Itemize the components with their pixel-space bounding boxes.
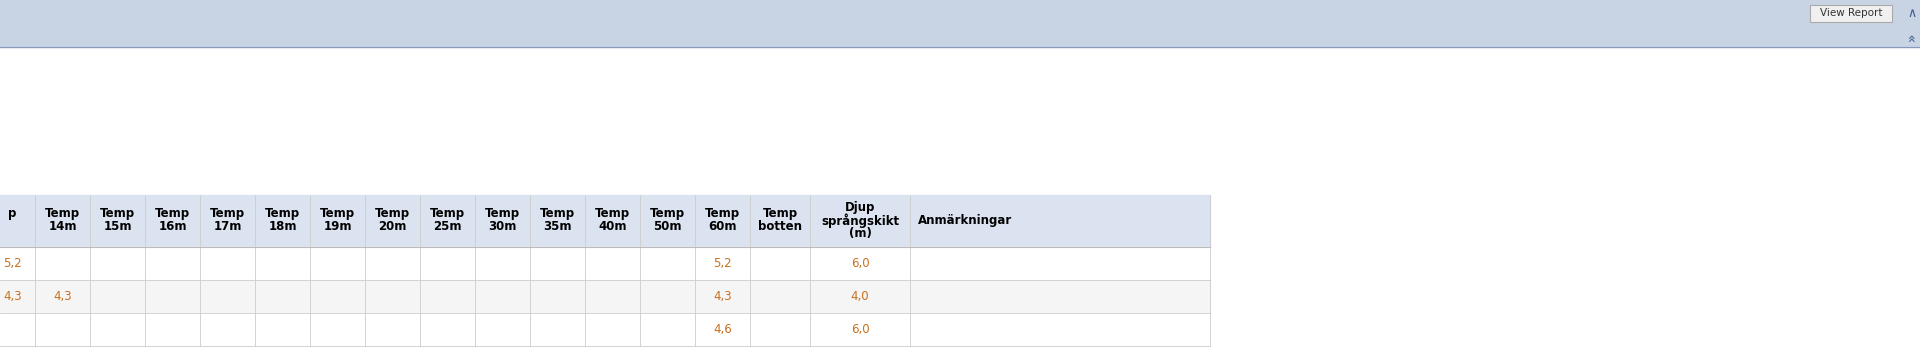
- Bar: [1811, 5, 1891, 22]
- Text: Temp: Temp: [705, 208, 739, 220]
- Text: 50m: 50m: [653, 220, 682, 233]
- Text: 18m: 18m: [269, 220, 298, 233]
- Text: Temp: Temp: [156, 208, 190, 220]
- Text: 5,2: 5,2: [712, 257, 732, 270]
- Text: »: »: [1905, 33, 1918, 41]
- Text: 4,3: 4,3: [712, 290, 732, 303]
- Bar: [0, 313, 1210, 346]
- Text: Anmärkningar: Anmärkningar: [918, 214, 1012, 227]
- Text: 16m: 16m: [157, 220, 186, 233]
- Text: Temp: Temp: [430, 208, 465, 220]
- Bar: [0, 280, 1210, 313]
- Text: (m): (m): [849, 227, 872, 240]
- Text: 4,3: 4,3: [4, 290, 21, 303]
- Text: 17m: 17m: [213, 220, 242, 233]
- Text: p: p: [8, 208, 17, 220]
- Text: Temp: Temp: [44, 208, 81, 220]
- Text: 6,0: 6,0: [851, 323, 870, 336]
- Text: Djup: Djup: [845, 201, 876, 214]
- Text: Temp: Temp: [540, 208, 576, 220]
- Text: Temp: Temp: [374, 208, 411, 220]
- Text: 4,0: 4,0: [851, 290, 870, 303]
- Text: Temp: Temp: [762, 208, 797, 220]
- Text: 35m: 35m: [543, 220, 572, 233]
- Text: 14m: 14m: [48, 220, 77, 233]
- Text: View Report: View Report: [1820, 8, 1882, 19]
- Bar: [0, 247, 1210, 280]
- Bar: [0, 27, 1920, 47]
- Text: 40m: 40m: [599, 220, 626, 233]
- Text: 20m: 20m: [378, 220, 407, 233]
- Text: Temp: Temp: [595, 208, 630, 220]
- Text: Temp: Temp: [209, 208, 246, 220]
- Text: 25m: 25m: [434, 220, 461, 233]
- Text: 6,0: 6,0: [851, 257, 870, 270]
- Text: 19m: 19m: [323, 220, 351, 233]
- Text: Temp: Temp: [486, 208, 520, 220]
- Bar: [0, 195, 1210, 247]
- Text: Temp: Temp: [321, 208, 355, 220]
- Text: Temp: Temp: [265, 208, 300, 220]
- Text: 5,2: 5,2: [4, 257, 21, 270]
- Text: språngskikt: språngskikt: [822, 213, 899, 228]
- Text: 4,3: 4,3: [54, 290, 71, 303]
- Text: Temp: Temp: [100, 208, 134, 220]
- Text: 30m: 30m: [488, 220, 516, 233]
- Text: botten: botten: [758, 220, 803, 233]
- Text: 60m: 60m: [708, 220, 737, 233]
- Text: ∧: ∧: [1907, 7, 1916, 20]
- Text: Temp: Temp: [651, 208, 685, 220]
- Text: 4,6: 4,6: [712, 323, 732, 336]
- Bar: [0, 0, 1920, 27]
- Bar: [0, 47, 1920, 363]
- Text: 15m: 15m: [104, 220, 132, 233]
